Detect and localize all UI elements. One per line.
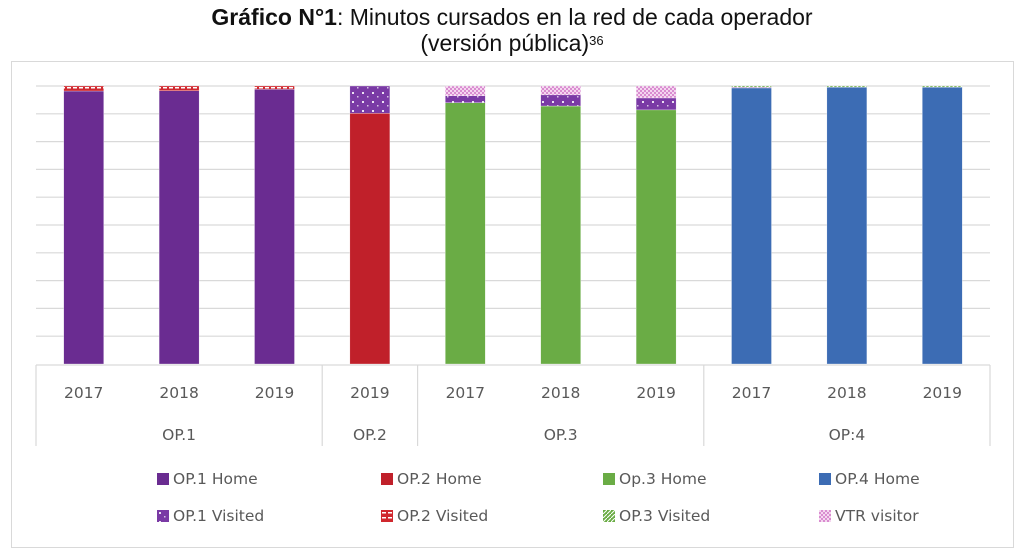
bar-segment [826, 86, 868, 365]
legend-label: OP.3 Visited [619, 507, 711, 525]
legend-swatch [157, 473, 169, 485]
tick-label: 2019 [255, 384, 294, 402]
bar-stack [254, 85, 295, 365]
bar-segment [445, 102, 486, 365]
chart-subtitle: (versión pública) [420, 30, 590, 56]
legend-label: OP.2 Home [397, 470, 482, 488]
chart-title-bold: Gráfico N°1 [211, 4, 337, 30]
legend-swatch [603, 510, 615, 522]
chart-title: Gráfico N°1: Minutos cursados en la red … [0, 4, 1024, 56]
legend-label: VTR visitor [835, 507, 919, 525]
category-axis: 2017 2018 2019 OP.1 2019 OP.2 2017 2018 2019 OP.3… [35, 364, 991, 446]
legend-swatch-fill [603, 510, 615, 522]
bar-stack [922, 85, 963, 365]
footnote-ref: 36 [589, 33, 604, 48]
legend-swatch-fill [819, 510, 831, 522]
bar-segment [445, 85, 486, 96]
legend-swatch [157, 510, 169, 522]
bar-segment [540, 94, 581, 107]
bar-segment [922, 85, 963, 88]
legend-label: OP.1 Home [173, 470, 258, 488]
tick-label: 2018 [159, 384, 198, 402]
tick-label: 2019 [923, 384, 962, 402]
bar-stack [63, 85, 104, 365]
legend-swatch-fill [603, 473, 615, 485]
tick-label: 2018 [827, 384, 866, 402]
bar-segment [826, 85, 868, 88]
bar-segment [540, 85, 581, 96]
tick-label: 2018 [541, 384, 580, 402]
legend-item: OP.3 Visited [603, 507, 710, 525]
bar-segment [445, 95, 486, 103]
bar-stack [445, 85, 486, 365]
legend-item: OP.1 Visited [157, 507, 264, 525]
bar-stack [635, 85, 677, 365]
bar-segment [922, 86, 963, 365]
bar-stack [540, 85, 581, 365]
bar-segment [158, 85, 200, 91]
legend-swatch-fill [381, 510, 393, 522]
bar-stack [731, 85, 772, 365]
bar-segment [63, 85, 104, 92]
tick-label: 2017 [732, 384, 771, 402]
legend-swatch [819, 473, 831, 485]
legend-swatch [381, 510, 393, 522]
chart-title-rest: : Minutos cursados en la red de cada ope… [336, 4, 813, 30]
legend-item: VTR visitor [819, 507, 919, 525]
group-label: OP.1 [162, 426, 196, 444]
bar-segment [540, 105, 581, 365]
group-label: OP.2 [353, 426, 387, 444]
tick-label: 2017 [64, 384, 103, 402]
legend-swatch-fill [819, 473, 831, 485]
bar-stack [158, 85, 200, 365]
bar-segment [635, 97, 677, 111]
tick-label: 2017 [446, 384, 485, 402]
bar-segment [349, 113, 391, 365]
legend-label: OP.1 Visited [173, 507, 265, 525]
bar-segment [254, 85, 295, 90]
legend-swatch-fill [381, 473, 393, 485]
legend-swatch-fill [157, 510, 169, 522]
legend-swatch [381, 473, 393, 485]
legend-item: OP.2 Visited [381, 507, 488, 525]
legend-item: OP.4 Home [819, 470, 920, 488]
tick-label: 2019 [350, 384, 389, 402]
legend-label: Op.3 Home [619, 470, 707, 488]
bar-segment [254, 89, 295, 365]
bar-segment [349, 85, 391, 114]
legend-item: Op.3 Home [603, 470, 707, 488]
bar-segment [63, 90, 104, 365]
bar-segment [158, 90, 200, 365]
bar-segment [731, 85, 772, 88]
legend-item: OP.2 Home [381, 470, 482, 488]
bar-stack [826, 85, 868, 365]
bars [63, 85, 963, 365]
group-label: OP:4 [829, 426, 866, 444]
chart-frame [11, 61, 1014, 548]
legend-label: OP.4 Home [835, 470, 920, 488]
bar-stack [349, 85, 391, 365]
legend-swatch-fill [157, 473, 169, 485]
tick-label: 2019 [636, 384, 675, 402]
legend-swatch [603, 473, 615, 485]
bar-segment [635, 109, 677, 365]
bar-segment [635, 85, 677, 99]
legend-item: OP.1 Home [157, 470, 258, 488]
group-label: OP.3 [544, 426, 578, 444]
legend-label: OP.2 Visited [397, 507, 489, 525]
legend-swatch [819, 510, 831, 522]
bar-segment [731, 87, 772, 365]
